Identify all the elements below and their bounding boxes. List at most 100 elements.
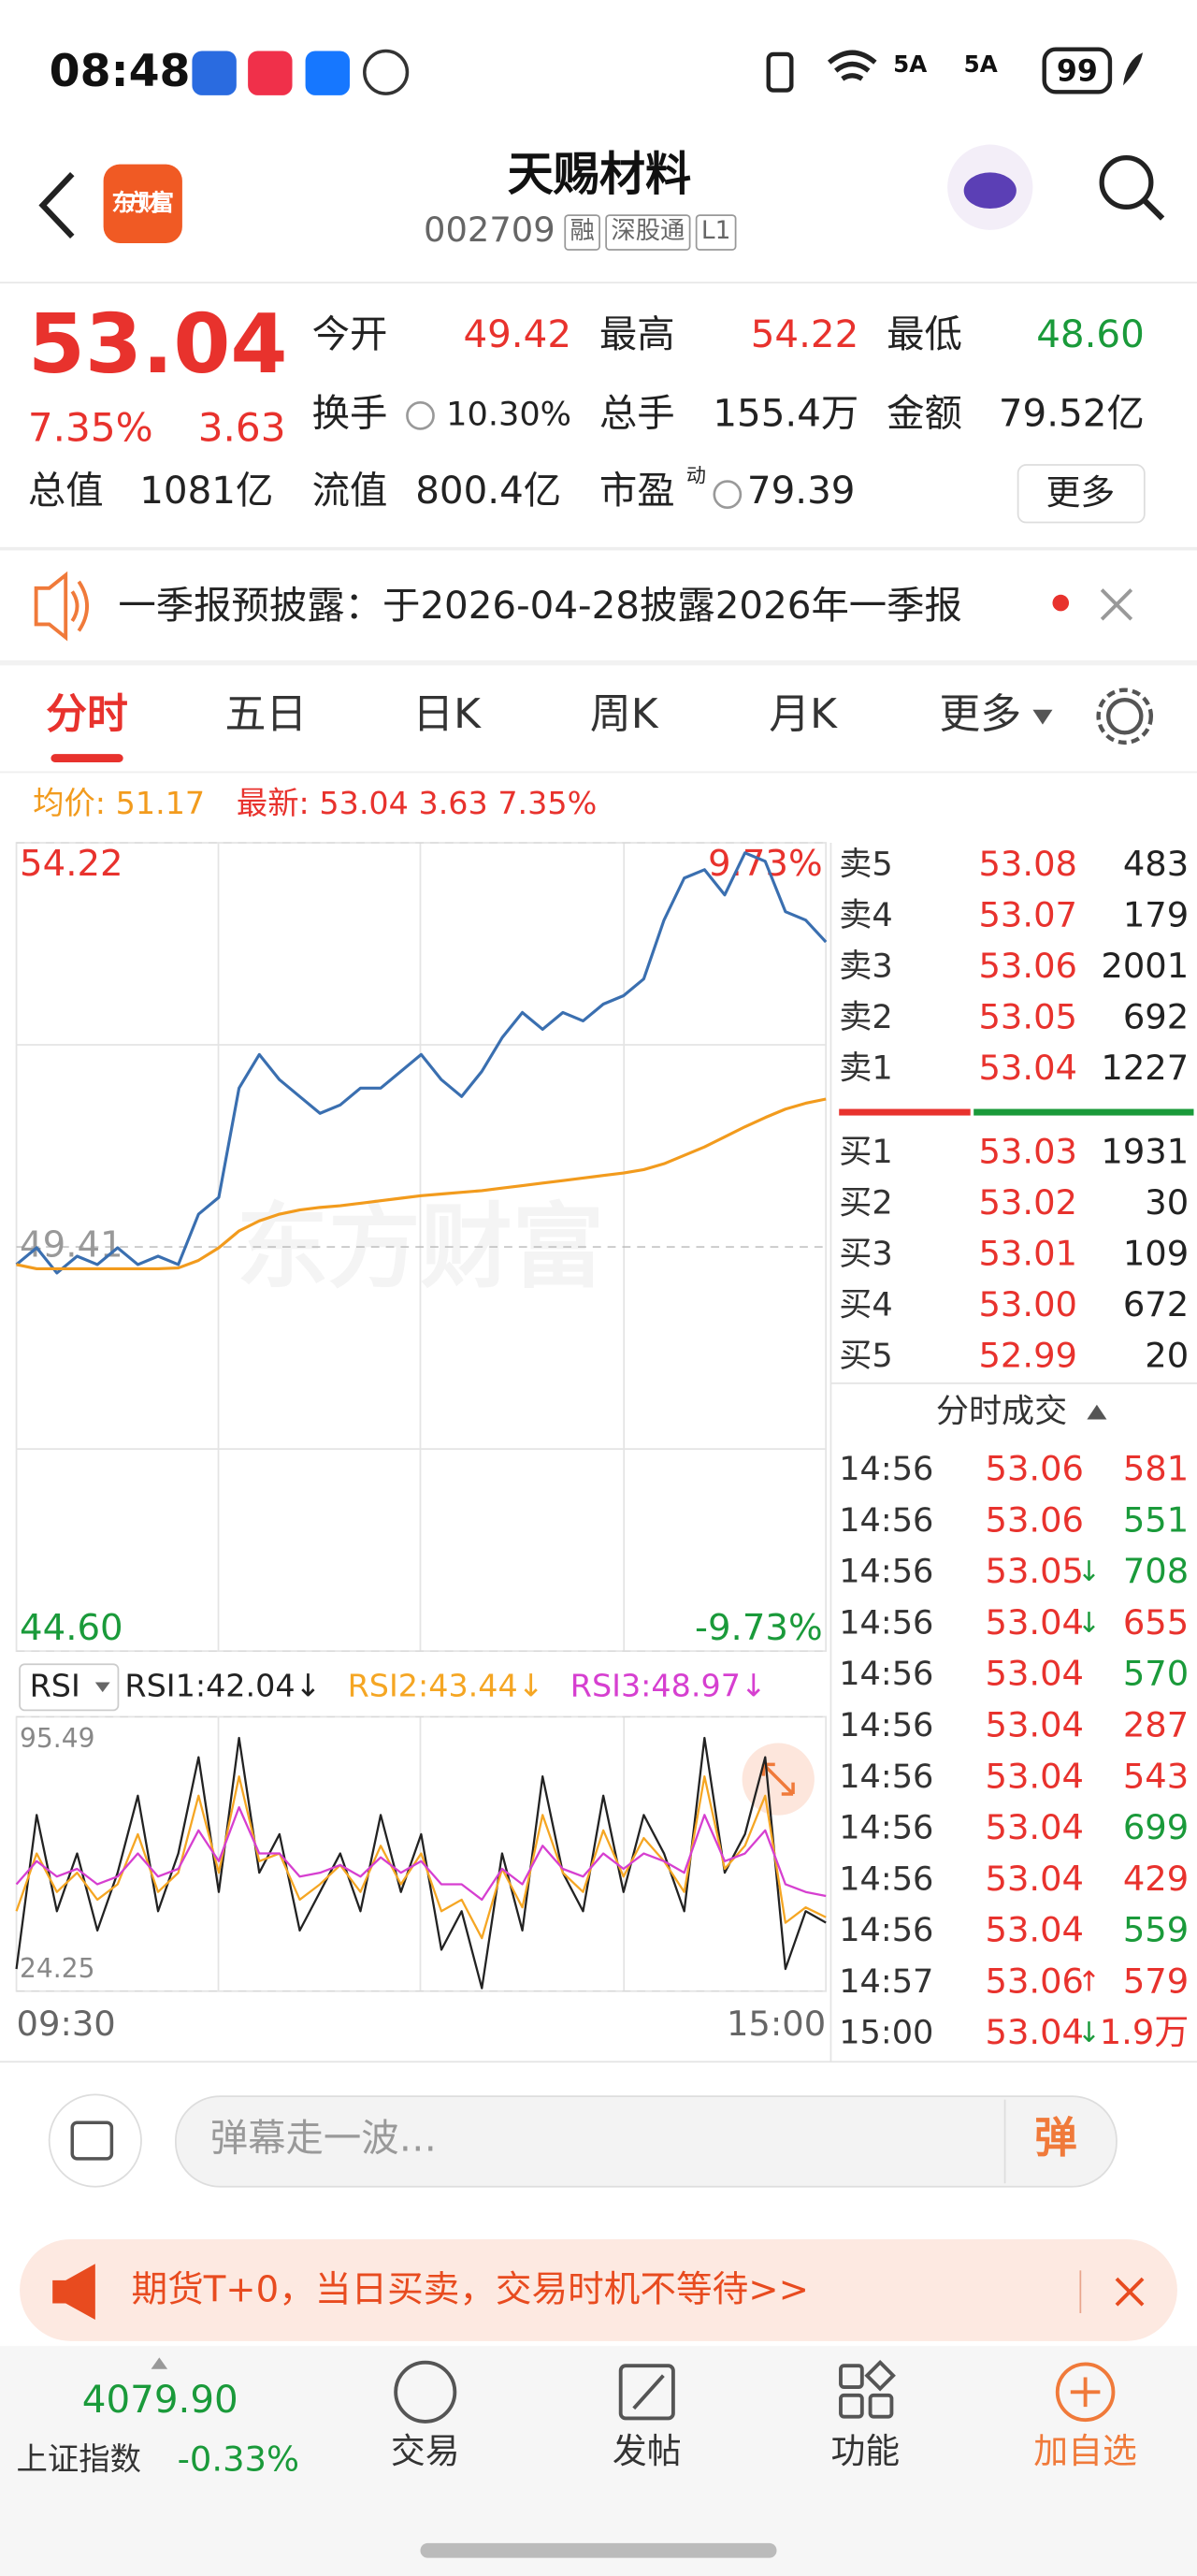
watermark: 东方财富 — [237, 1194, 604, 1301]
battery: 99 — [1057, 54, 1098, 88]
field-label-sup: 动 — [686, 463, 706, 486]
ad-close[interactable] — [1115, 2277, 1145, 2307]
tab[interactable]: 月K — [769, 690, 838, 738]
trade-price: 53.06 — [985, 1499, 1084, 1540]
index-change[interactable]: -0.33% — [178, 2439, 299, 2480]
field-value: 1081亿 — [139, 469, 273, 513]
trade-arrow: ↓ — [1077, 1607, 1101, 1640]
logo[interactable] — [103, 164, 182, 243]
trade-price: 53.04 — [985, 2012, 1084, 2052]
settings-gear — [1096, 687, 1154, 745]
nav-item[interactable]: 加自选 — [1033, 2431, 1137, 2471]
book-volume: 179 — [1123, 895, 1189, 935]
field-label: 总手 — [599, 391, 675, 435]
book-volume: 672 — [1123, 1284, 1189, 1324]
expand-icon — [761, 1762, 795, 1796]
y-tick-label: 54.22 — [20, 843, 123, 885]
legend-entry: RSI2:43.44↓ — [348, 1667, 544, 1703]
book-volume: 483 — [1123, 844, 1189, 884]
status-time: 08:48 — [50, 46, 191, 97]
trades-title[interactable]: 分时成交 — [936, 1392, 1067, 1430]
nav-item[interactable]: 功能 — [830, 2431, 900, 2471]
price: 53.04 — [28, 297, 288, 392]
nav-icons — [394, 2359, 1116, 2424]
field-label: 流值 — [312, 469, 388, 513]
trade-volume: 655 — [1123, 1602, 1189, 1643]
book-price: 53.00 — [978, 1284, 1077, 1324]
book-price: 53.08 — [978, 844, 1077, 884]
trade-time: 14:56 — [839, 1809, 933, 1847]
more-button[interactable] — [1017, 464, 1146, 524]
index-value[interactable]: 4079.90 — [82, 2378, 238, 2422]
legend-entry: RSI3:48.97↓ — [570, 1667, 767, 1703]
stock-tag: L1 — [701, 217, 730, 245]
book-price: 53.01 — [978, 1233, 1077, 1273]
book-volume: 692 — [1123, 996, 1189, 1036]
tab[interactable]: 更多 — [939, 690, 1021, 738]
tab[interactable]: 五日 — [225, 690, 308, 738]
field-value: 48.60 — [1036, 312, 1145, 356]
notice-dot — [1052, 594, 1070, 612]
notice-close[interactable] — [1100, 588, 1133, 621]
logo-text: 东方财富 — [111, 189, 174, 216]
search-button[interactable] — [1099, 154, 1154, 210]
field-value: 79.39 — [747, 469, 856, 513]
info-icon[interactable] — [406, 400, 435, 430]
book-label: 卖4 — [839, 896, 892, 934]
field-value: 49.42 — [463, 312, 571, 356]
bottom-nav — [0, 2346, 1197, 2576]
y-tick-label: 95.49 — [20, 1723, 94, 1754]
field-label: 金额 — [887, 391, 962, 435]
nav-item[interactable]: 发帖 — [613, 2431, 682, 2471]
field-label: 总值 — [28, 469, 104, 513]
series-line — [16, 1097, 827, 1271]
danmaku-button[interactable]: 弹 — [1034, 2113, 1077, 2163]
ad-text: 期货T+0，当日买卖，交易时机不等待>> — [131, 2269, 809, 2311]
field-label: 市盈 — [599, 469, 675, 513]
x-tick-label: 15:00 — [727, 2004, 826, 2044]
trade-volume: 543 — [1123, 1756, 1189, 1796]
trade-price: 53.04 — [985, 1807, 1084, 1847]
comment-input[interactable] — [174, 2095, 1118, 2188]
divider — [0, 546, 1197, 551]
trade-price: 53.04 — [985, 1704, 1084, 1744]
trades-arrow — [1087, 1404, 1107, 1420]
stock-code: 002709 — [424, 210, 555, 250]
settings-button[interactable] — [1105, 698, 1144, 735]
info-icon[interactable] — [713, 480, 743, 510]
book-volume: 1931 — [1101, 1131, 1189, 1171]
tab[interactable]: 日K — [412, 690, 482, 738]
tab-underline — [50, 754, 123, 762]
trade-arrow: ↑ — [1077, 1965, 1101, 1998]
trade-volume: 559 — [1123, 1910, 1189, 1950]
trade-price: 53.04 — [985, 1910, 1084, 1950]
notice-text[interactable]: 一季报预披露：于2026-04-28披露2026年一季报 — [118, 584, 962, 628]
stock-tag: 深股通 — [611, 217, 685, 245]
y-tick-label: 44.60 — [20, 1607, 123, 1649]
search-handle — [1142, 198, 1165, 221]
ad-icon — [52, 2264, 95, 2321]
index-name[interactable]: 上证指数 — [17, 2441, 141, 2478]
indicator-selector[interactable] — [19, 1663, 120, 1712]
assistant-face — [963, 172, 1017, 210]
book-volume: 20 — [1145, 1335, 1189, 1375]
nav-item[interactable]: 交易 — [391, 2431, 460, 2471]
x-tick-label: 09:30 — [17, 2004, 116, 2044]
book-volume: 2001 — [1101, 946, 1189, 986]
trade-time: 14:56 — [839, 1553, 933, 1591]
trade-price: 53.04 — [985, 1756, 1084, 1796]
ask-bar — [839, 1108, 971, 1116]
book-price: 53.03 — [978, 1131, 1077, 1171]
notice-icon — [34, 571, 89, 642]
book-volume: 30 — [1145, 1182, 1189, 1223]
book-volume: 1227 — [1101, 1048, 1189, 1088]
trade-price: 53.05 — [985, 1551, 1084, 1591]
tab[interactable]: 分时 — [46, 690, 128, 738]
book-label: 买5 — [839, 1337, 892, 1375]
trade-volume: 699 — [1123, 1807, 1189, 1847]
ad-banner[interactable] — [20, 2238, 1177, 2341]
tab[interactable]: 周K — [590, 690, 659, 738]
back-button[interactable] — [38, 172, 75, 239]
danmaku-settings[interactable] — [48, 2093, 142, 2188]
